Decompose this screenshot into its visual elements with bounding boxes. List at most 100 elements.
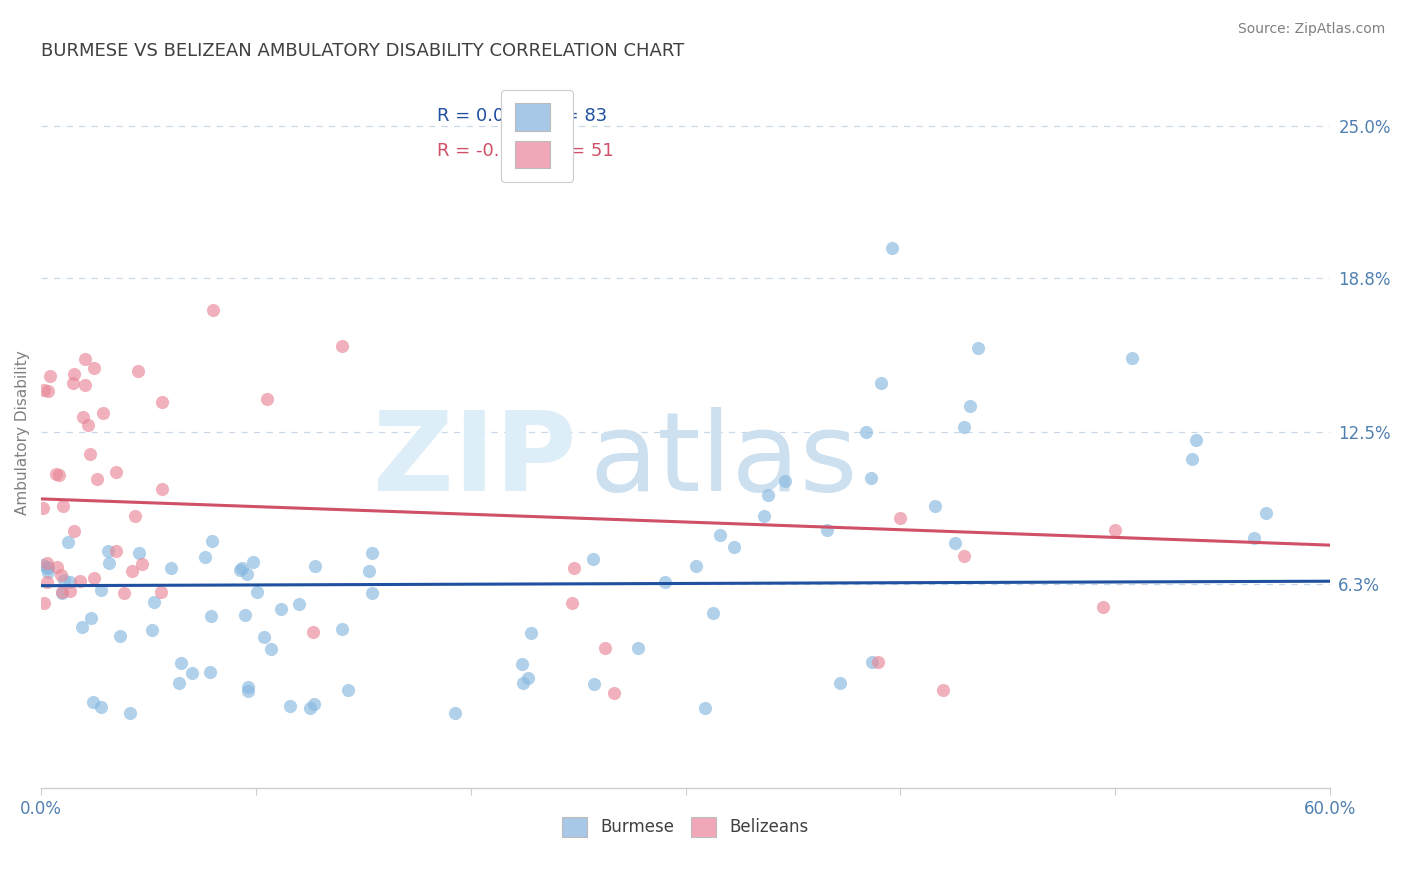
Point	[932, 682, 955, 697]
Point	[830, 676, 852, 690]
Point	[562, 560, 585, 574]
Text: BURMESE VS BELIZEAN AMBULATORY DISABILITY CORRELATION CHART: BURMESE VS BELIZEAN AMBULATORY DISABILIT…	[41, 42, 685, 60]
Point	[953, 549, 976, 563]
Point	[51, 585, 73, 599]
Point	[1243, 531, 1265, 545]
Point	[603, 686, 626, 700]
Point	[73, 351, 96, 366]
Point	[702, 606, 724, 620]
Point	[246, 585, 269, 599]
Point	[685, 558, 707, 573]
Point	[756, 488, 779, 502]
Point	[924, 499, 946, 513]
Point	[37, 560, 59, 574]
Point	[1181, 451, 1204, 466]
Point	[35, 557, 58, 571]
Point	[201, 302, 224, 317]
Point	[149, 585, 172, 599]
Point	[79, 447, 101, 461]
Point	[953, 419, 976, 434]
Point	[1104, 524, 1126, 538]
Point	[512, 676, 534, 690]
Point	[361, 546, 384, 560]
Point	[260, 641, 283, 656]
Point	[35, 560, 58, 574]
Point	[76, 417, 98, 432]
Y-axis label: Ambulatory Disability: Ambulatory Disability	[15, 350, 30, 515]
Point	[108, 629, 131, 643]
Point	[32, 501, 55, 516]
Point	[90, 699, 112, 714]
Point	[278, 699, 301, 714]
Point	[52, 574, 75, 588]
Point	[815, 523, 838, 537]
Point	[959, 399, 981, 413]
Point	[231, 560, 253, 574]
Point	[98, 556, 121, 570]
Point	[167, 676, 190, 690]
Point	[270, 601, 292, 615]
Point	[302, 697, 325, 711]
Point	[72, 409, 94, 424]
Point	[143, 595, 166, 609]
Text: ZIP: ZIP	[373, 407, 576, 514]
Point	[561, 596, 583, 610]
Text: Source: ZipAtlas.com: Source: ZipAtlas.com	[1237, 22, 1385, 37]
Point	[1185, 433, 1208, 447]
Point	[35, 574, 58, 589]
Point	[32, 595, 55, 609]
Point	[1254, 506, 1277, 520]
Point	[118, 706, 141, 720]
Point	[56, 534, 79, 549]
Point	[869, 376, 891, 391]
Point	[595, 641, 617, 656]
Point	[194, 549, 217, 564]
Point	[37, 384, 59, 398]
Point	[943, 535, 966, 549]
Point	[150, 482, 173, 496]
Point	[83, 571, 105, 585]
Point	[160, 561, 183, 575]
Point	[49, 567, 72, 582]
Point	[181, 666, 204, 681]
Point	[361, 586, 384, 600]
Point	[52, 499, 75, 513]
Point	[582, 677, 605, 691]
Point	[83, 361, 105, 376]
Point	[510, 657, 533, 671]
Point	[236, 680, 259, 694]
Point	[38, 368, 60, 383]
Point	[69, 574, 91, 589]
Point	[233, 607, 256, 622]
Point	[59, 584, 82, 599]
Point	[124, 509, 146, 524]
Point	[72, 620, 94, 634]
Point	[141, 623, 163, 637]
Point	[86, 472, 108, 486]
Point	[229, 563, 252, 577]
Point	[302, 624, 325, 639]
Point	[105, 544, 128, 558]
Point	[198, 665, 221, 679]
Point	[200, 609, 222, 624]
Point	[693, 700, 716, 714]
Point	[201, 534, 224, 549]
Point	[860, 470, 883, 484]
Point	[46, 560, 69, 574]
Point	[48, 468, 70, 483]
Point	[444, 706, 467, 720]
Point	[32, 558, 55, 572]
Point	[236, 567, 259, 582]
Point	[627, 640, 650, 655]
Point	[170, 657, 193, 671]
Point	[337, 682, 360, 697]
Point	[90, 583, 112, 598]
Point	[51, 586, 73, 600]
Point	[304, 558, 326, 573]
Text: atlas: atlas	[589, 407, 858, 514]
Point	[128, 546, 150, 560]
Point	[754, 509, 776, 524]
Point	[1092, 599, 1115, 614]
Point	[62, 376, 84, 391]
Point	[242, 555, 264, 569]
